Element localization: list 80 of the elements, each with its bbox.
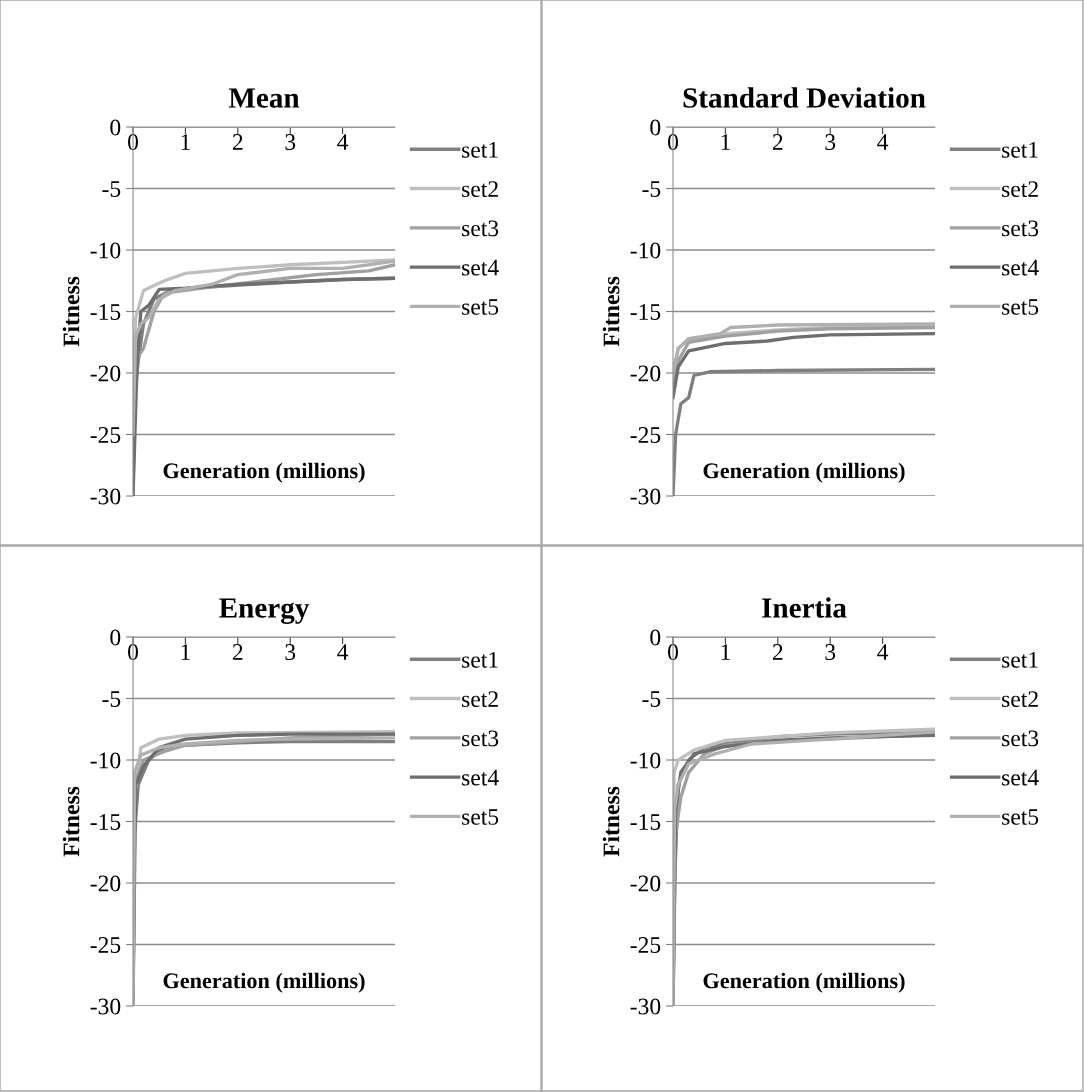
y-tick-label: -30	[630, 488, 661, 505]
legend-label: set1	[462, 141, 498, 158]
legend-label: set5	[462, 809, 499, 825]
x-tick-label: 4	[877, 134, 889, 150]
legend-label: set3	[1002, 220, 1039, 237]
x-tick-label: 0	[668, 644, 678, 660]
legend-label: set4	[1002, 259, 1039, 276]
x-tick-label: 4	[337, 644, 349, 660]
y-tick-label: -5	[642, 691, 661, 707]
x-tick-label: 1	[181, 644, 190, 660]
x-tick-label: 1	[181, 134, 190, 150]
x-tick-label: 0	[128, 644, 138, 660]
y-tick-label: -25	[630, 937, 661, 953]
x-tick-label: 1	[721, 134, 730, 150]
y-tick-label: -10	[630, 752, 661, 769]
legend-label: set3	[462, 730, 499, 747]
y-axis-title: Fitness	[62, 276, 80, 347]
legend-label: set3	[1002, 730, 1039, 747]
legend-label: set2	[1002, 691, 1038, 708]
y-tick-label: -20	[630, 875, 661, 892]
legend-label: set2	[1002, 181, 1038, 198]
x-tick-label: 4	[877, 644, 889, 660]
y-tick-label: -30	[90, 488, 121, 505]
y-tick-label: -10	[90, 242, 121, 259]
x-tick-label: 3	[825, 134, 836, 150]
y-tick-label: -20	[90, 875, 121, 892]
y-axis-title: Fitness	[602, 276, 620, 347]
y-tick-label: 0	[110, 119, 121, 136]
x-tick-label: 2	[232, 644, 243, 660]
chart-title: Standard Deviation	[683, 87, 926, 108]
y-tick-label: -15	[630, 304, 661, 320]
x-tick-label: 4	[337, 134, 349, 150]
y-axis-title: Fitness	[62, 786, 80, 857]
legend-label: set1	[462, 651, 498, 668]
y-tick-label: -5	[102, 181, 121, 197]
x-axis-title: Generation (millions)	[703, 972, 905, 993]
legend-label: set2	[462, 181, 498, 198]
y-tick-label: -30	[630, 998, 661, 1015]
y-tick-label: -20	[90, 365, 121, 382]
x-tick-label: 2	[772, 644, 783, 660]
x-tick-label: 3	[285, 644, 296, 660]
y-tick-label: -25	[630, 427, 661, 443]
chart-title: Energy	[219, 598, 310, 624]
x-tick-label: 1	[721, 644, 730, 660]
legend-label: set1	[1002, 651, 1038, 668]
y-tick-label: -15	[90, 304, 121, 320]
y-tick-label: -5	[102, 691, 121, 707]
legend-label: set5	[462, 299, 499, 315]
legend-label: set5	[1002, 809, 1039, 825]
legend-label: set4	[462, 769, 499, 786]
y-tick-label: -10	[90, 752, 121, 769]
x-tick-label: 0	[128, 134, 138, 150]
y-axis-title: Fitness	[602, 786, 620, 857]
x-tick-label: 2	[772, 134, 783, 150]
y-tick-label: -20	[630, 365, 661, 382]
y-tick-label: -25	[90, 937, 121, 953]
legend-label: set1	[1002, 141, 1038, 158]
legend-label: set3	[462, 220, 499, 237]
x-axis-title: Generation (millions)	[163, 462, 365, 483]
chart-title: Inertia	[762, 597, 847, 618]
x-tick-label: 3	[285, 134, 296, 150]
y-tick-label: -5	[642, 181, 661, 197]
y-tick-label: -15	[90, 814, 121, 830]
legend-label: set4	[462, 259, 499, 276]
x-tick-label: 2	[232, 134, 243, 150]
y-tick-label: 0	[110, 629, 121, 646]
y-tick-label: 0	[650, 119, 661, 136]
y-tick-label: 0	[650, 629, 661, 646]
x-tick-label: 3	[825, 644, 836, 660]
chart-title: Mean	[228, 88, 300, 108]
y-tick-label: -25	[90, 427, 121, 443]
y-tick-label: -15	[630, 814, 661, 830]
x-tick-label: 0	[668, 134, 678, 150]
legend-label: set4	[1002, 769, 1039, 786]
legend-label: set2	[462, 691, 498, 708]
y-tick-label: -30	[90, 998, 121, 1015]
x-axis-title: Generation (millions)	[163, 972, 365, 993]
x-axis-title: Generation (millions)	[703, 462, 905, 483]
y-tick-label: -10	[630, 242, 661, 259]
legend-label: set5	[1002, 299, 1039, 315]
